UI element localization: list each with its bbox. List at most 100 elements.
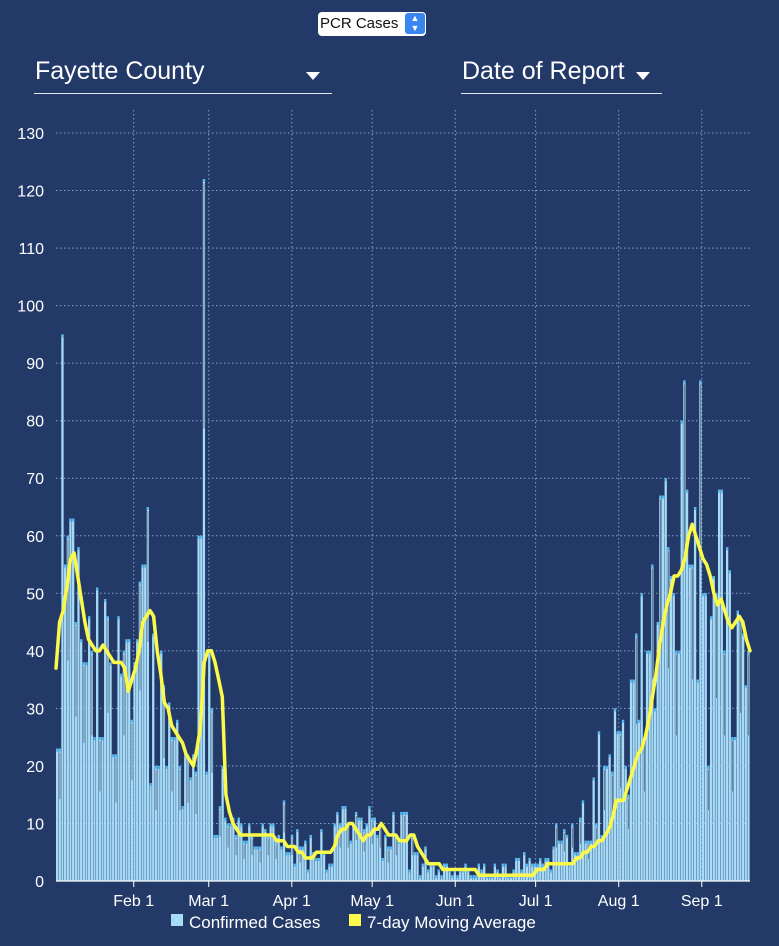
bar bbox=[253, 846, 256, 881]
bar-top bbox=[451, 875, 454, 879]
county-dropdown[interactable]: Fayette County bbox=[34, 56, 332, 94]
bar bbox=[104, 599, 107, 881]
bar bbox=[320, 829, 323, 881]
bar-top bbox=[384, 834, 387, 838]
bar-top bbox=[579, 817, 582, 821]
bar-top bbox=[528, 857, 531, 861]
bar-shadow bbox=[628, 798, 629, 829]
bar-top bbox=[237, 817, 240, 821]
bar-top bbox=[699, 380, 702, 384]
bar-top bbox=[133, 662, 136, 666]
bar bbox=[557, 840, 561, 881]
bar-top bbox=[282, 800, 286, 804]
bar bbox=[565, 834, 569, 881]
bar-top bbox=[141, 564, 144, 568]
bar-top bbox=[277, 834, 280, 838]
bar bbox=[712, 576, 715, 881]
bar bbox=[144, 564, 147, 881]
moving-average-line bbox=[54, 522, 752, 877]
bar-top bbox=[360, 817, 363, 821]
bar-top bbox=[523, 852, 526, 856]
bar-top bbox=[584, 840, 587, 844]
bar-top bbox=[64, 564, 67, 568]
bar-top bbox=[280, 846, 283, 850]
bar-top bbox=[173, 737, 176, 741]
bar-top bbox=[146, 507, 150, 510]
bar bbox=[232, 817, 235, 881]
bar-shadow bbox=[403, 815, 405, 841]
bar-top bbox=[202, 179, 206, 183]
county-dropdown-label: Fayette County bbox=[35, 57, 205, 85]
bar-shadow bbox=[227, 827, 229, 848]
bar bbox=[125, 639, 128, 881]
bar-shadow bbox=[179, 769, 181, 811]
bar-shadow bbox=[660, 499, 661, 635]
bar-top bbox=[240, 823, 243, 827]
bar bbox=[93, 737, 96, 881]
bar-shadow bbox=[708, 769, 709, 811]
bar-top bbox=[96, 587, 99, 591]
bar-top bbox=[365, 823, 368, 827]
bar bbox=[587, 840, 590, 881]
metric-select[interactable]: PCR Cases ▲ ▼ bbox=[318, 12, 426, 36]
bar-top bbox=[563, 829, 566, 833]
bar-shadow bbox=[75, 626, 77, 717]
bar-top bbox=[80, 639, 83, 643]
bar bbox=[728, 570, 731, 881]
bar-top bbox=[421, 863, 424, 867]
bar-top bbox=[189, 777, 192, 781]
bar bbox=[691, 564, 694, 881]
bar bbox=[459, 869, 462, 881]
bar-top bbox=[400, 811, 403, 815]
bar bbox=[611, 771, 614, 881]
bar-shadow bbox=[644, 741, 645, 792]
bar-top bbox=[573, 852, 577, 856]
bar-shadow bbox=[716, 597, 718, 698]
bar bbox=[675, 650, 678, 881]
bar-top bbox=[293, 863, 296, 867]
x-tick-label: Apr 1 bbox=[273, 893, 311, 910]
date-type-dropdown[interactable]: Date of Report bbox=[461, 56, 662, 94]
bar bbox=[515, 857, 518, 881]
bar-top bbox=[386, 846, 390, 850]
bar-top bbox=[531, 863, 534, 867]
bar bbox=[218, 806, 222, 881]
bar-shadow bbox=[67, 539, 69, 661]
bar-top bbox=[341, 806, 344, 810]
caret-down-icon bbox=[306, 72, 320, 80]
bar-top bbox=[106, 616, 109, 620]
bar-shadow bbox=[363, 833, 365, 852]
bar bbox=[314, 857, 318, 881]
bar bbox=[381, 857, 384, 881]
bar bbox=[432, 863, 435, 881]
bar-top bbox=[472, 875, 475, 879]
bar bbox=[376, 834, 379, 881]
bar-top bbox=[469, 875, 472, 879]
x-tick-label: Sep 1 bbox=[681, 893, 723, 910]
bar-top bbox=[168, 702, 171, 706]
bar-top bbox=[693, 507, 697, 510]
metric-select-label: PCR Cases bbox=[320, 15, 399, 32]
bar-top bbox=[656, 622, 659, 626]
bar-shadow bbox=[219, 810, 221, 837]
bar-top bbox=[632, 679, 635, 683]
x-tick-label: Feb 1 bbox=[113, 893, 154, 910]
bar bbox=[501, 863, 505, 881]
bar-top bbox=[661, 495, 665, 499]
bar-top bbox=[170, 737, 174, 741]
bar bbox=[392, 811, 395, 881]
bar bbox=[405, 811, 408, 881]
bar-top bbox=[576, 852, 579, 856]
bar-top bbox=[723, 650, 726, 654]
bar-top bbox=[325, 869, 328, 873]
bar-top bbox=[296, 829, 299, 833]
bar bbox=[98, 737, 101, 881]
bar bbox=[605, 765, 609, 881]
bar-shadow bbox=[267, 838, 269, 856]
bar-top bbox=[114, 754, 117, 758]
bar-top bbox=[101, 737, 104, 741]
bar-top bbox=[536, 863, 539, 867]
bar bbox=[130, 719, 134, 881]
bar bbox=[576, 852, 579, 881]
chart-axes: 0 10 20 30 40 50 60 70 80 90 100 110 120 130 Feb 1 Mar … bbox=[17, 126, 750, 910]
